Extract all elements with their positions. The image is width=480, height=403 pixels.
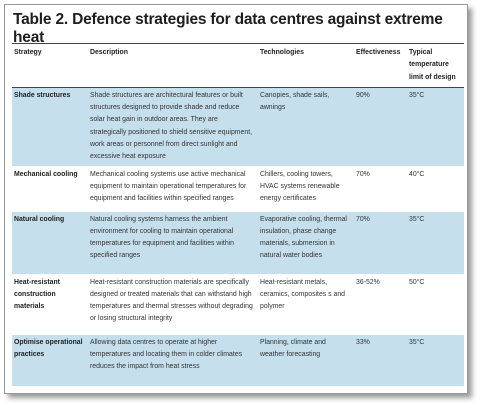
strategy-cell: Natural cooling <box>12 211 88 275</box>
table-row: Mechanical cooling Mechanical cooling sys… <box>12 166 464 212</box>
column-header: Effectiveness <box>354 43 407 88</box>
technologies-cell: Canopies, shade sails, awnings <box>258 87 354 167</box>
strategy-table: Strategy Description Technologies Effective… <box>12 43 464 387</box>
strategy-cell: Shade structures <box>12 87 88 167</box>
description-cell: Natural cooling systems harness the ambi… <box>88 211 258 275</box>
header-row: Strategy Description Technologies Effective… <box>12 43 464 88</box>
effectiveness-cell: 90% <box>354 87 407 167</box>
temperature-cell: 50°C <box>409 278 425 286</box>
strategy-cell: Optimise operational practices <box>12 334 88 387</box>
description-cell: Mechanical cooling systems use active me… <box>90 170 247 203</box>
column-header: Description <box>88 43 258 88</box>
strategy-cell: Heat-resistant construction materials <box>14 278 60 311</box>
temperature-cell: 35°C <box>407 211 464 275</box>
effectiveness-cell: 70% <box>354 211 407 275</box>
effectiveness-cell: 70% <box>356 170 370 178</box>
column-header: Strategy <box>12 43 88 88</box>
strategy-cell: Mechanical cooling <box>14 170 78 178</box>
technologies-cell: Evaporative cooling, thermal insulation,… <box>258 211 354 275</box>
temperature-cell: 35°C <box>407 334 464 387</box>
table-title: Table 2. Defence strategies for data cen… <box>13 11 443 46</box>
table-frame: Table 2. Defence strategies for data cen… <box>4 4 468 394</box>
temperature-cell: 35°C <box>407 87 464 167</box>
technologies-cell: Heat-resistant metals, ceramics, composi… <box>260 278 346 311</box>
effectiveness-cell: 36-52% <box>356 278 380 286</box>
description-cell: Shade structures are architectural featu… <box>88 87 258 167</box>
column-header: Technologies <box>258 43 354 88</box>
description-cell: Heat-resistant construction materials ar… <box>90 278 253 323</box>
temperature-cell: 40°C <box>409 170 425 178</box>
technologies-cell: Planning, climate and weather forecastin… <box>258 334 354 387</box>
table-row: Heat-resistant construction materials Hea… <box>12 274 464 335</box>
table-body: Shade structures Shade structures are arc… <box>12 87 464 387</box>
effectiveness-cell: 33% <box>354 334 407 387</box>
column-header: Typical temperature limit of design <box>407 43 464 88</box>
table-head: Strategy Description Technologies Effective… <box>12 43 464 88</box>
description-cell: Allowing data centres to operate at high… <box>88 334 258 387</box>
table-row: Natural cooling Natural cooling systems h… <box>12 211 464 275</box>
table-row: Shade structures Shade structures are arc… <box>12 87 464 167</box>
table-row: Optimise operational practices Allowing d… <box>12 334 464 387</box>
technologies-cell: Chillers, cooling towers, HVAC systems r… <box>260 170 340 203</box>
